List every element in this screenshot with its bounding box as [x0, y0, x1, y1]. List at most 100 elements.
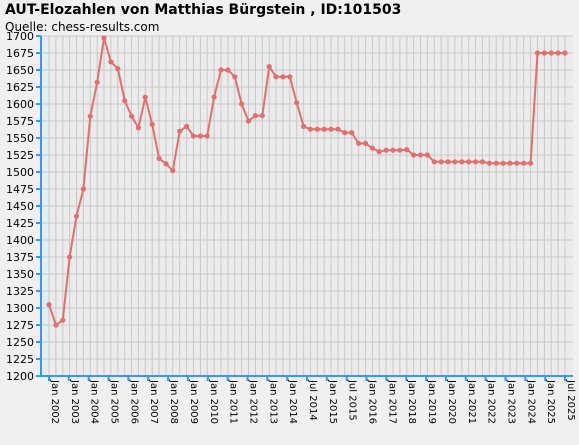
data-point [466, 159, 472, 165]
x-tick-label: Jan 2011 [228, 379, 239, 424]
y-tick-label: 1375 [6, 251, 34, 264]
x-tick-label: Jan 2019 [426, 379, 437, 424]
data-point [135, 125, 141, 131]
data-point [163, 161, 169, 167]
data-point [562, 50, 568, 56]
data-point [362, 140, 369, 146]
data-point [218, 67, 224, 73]
x-tick-label: Jan 2003 [69, 379, 80, 424]
data-point [459, 159, 465, 165]
data-point [156, 155, 162, 161]
data-point [548, 50, 554, 56]
series-line [48, 37, 565, 327]
data-point [73, 213, 80, 219]
x-tick-label: Jan 2002 [49, 379, 60, 424]
x-tick-label: Jan 2021 [466, 379, 477, 424]
data-point [534, 50, 541, 56]
data-point [383, 147, 389, 153]
data-point [479, 159, 485, 165]
data-point [60, 317, 66, 323]
x-tick-label: Jan 2016 [367, 379, 378, 424]
x-tick-label: Jan 2013 [267, 379, 278, 424]
data-point [500, 160, 506, 166]
data-point [53, 322, 59, 328]
data-point [431, 159, 437, 165]
data-point [197, 133, 203, 139]
data-point [473, 159, 479, 165]
data-point [239, 101, 245, 107]
data-point [404, 147, 410, 153]
data-point [349, 130, 355, 136]
data-point [342, 130, 348, 136]
data-point [101, 35, 107, 41]
data-point [390, 147, 396, 153]
data-point [190, 133, 197, 139]
data-point [122, 98, 128, 104]
data-point [493, 160, 499, 166]
data-point [411, 152, 417, 158]
data-point [541, 50, 548, 56]
y-tick-label: 1475 [6, 183, 34, 196]
data-point [521, 160, 527, 166]
x-tick-label: Jan 2015 [327, 379, 338, 424]
data-point [259, 113, 265, 119]
y-tick-label: 1650 [6, 64, 34, 77]
y-tick-label: 1300 [6, 302, 34, 315]
data-point [287, 74, 293, 80]
x-tick-label: Jan 2025 [545, 379, 556, 424]
data-point [424, 152, 430, 158]
y-tick-label: 1325 [6, 285, 34, 298]
x-tick-label: Jan 2006 [128, 379, 139, 424]
data-point [67, 254, 73, 260]
data-point [369, 145, 375, 151]
x-tick-label: Jan 2007 [148, 379, 159, 424]
data-point [376, 149, 382, 155]
data-point [142, 94, 148, 100]
data-point [438, 159, 444, 165]
y-tick-label: 1425 [6, 217, 34, 230]
x-tick-label: Jan 2017 [386, 379, 397, 424]
x-tick-label: Jan 2022 [486, 379, 497, 424]
data-point [129, 113, 135, 119]
x-tick-label: Jul 2025 [565, 379, 576, 421]
data-point [273, 74, 279, 80]
data-point [294, 100, 300, 106]
x-tick-label: Jan 2020 [446, 379, 457, 424]
x-tick-label: Jan 2024 [525, 379, 536, 424]
data-point [149, 121, 155, 127]
x-tick-label: Jan 2004 [89, 379, 100, 424]
x-tick-label: Jan 2018 [406, 379, 417, 424]
y-tick-label: 1525 [6, 149, 34, 162]
data-point [328, 126, 334, 132]
data-point [452, 159, 458, 165]
data-point [335, 126, 341, 132]
data-point [356, 140, 362, 146]
data-point [486, 160, 492, 166]
data-point [87, 113, 93, 119]
data-point [252, 113, 258, 119]
chart-subtitle: Quelle: chess-results.com [5, 20, 160, 34]
data-point [211, 94, 217, 100]
data-point [80, 186, 86, 192]
chart-title: AUT-Elozahlen von Matthias Bürgstein , I… [5, 2, 402, 18]
y-tick-label: 1350 [6, 268, 34, 281]
y-tick-label: 1575 [6, 115, 34, 128]
data-point [245, 118, 252, 124]
data-point [307, 126, 313, 132]
data-point [225, 67, 231, 73]
x-tick-label: Jan 2005 [109, 379, 120, 424]
data-point [514, 160, 520, 166]
data-point [555, 50, 561, 56]
x-tick-label: Jan 2012 [248, 379, 259, 424]
data-point [177, 128, 183, 134]
data-point [94, 79, 100, 85]
y-tick-label: 1675 [6, 47, 34, 60]
data-point [204, 133, 210, 139]
x-tick-label: Jul 2015 [347, 379, 358, 421]
y-tick-label: 1625 [6, 81, 34, 94]
x-tick-label: Jan 2009 [188, 379, 199, 424]
data-point [397, 147, 403, 153]
data-point [528, 160, 534, 166]
x-tick-label: Jan 2010 [208, 379, 219, 424]
